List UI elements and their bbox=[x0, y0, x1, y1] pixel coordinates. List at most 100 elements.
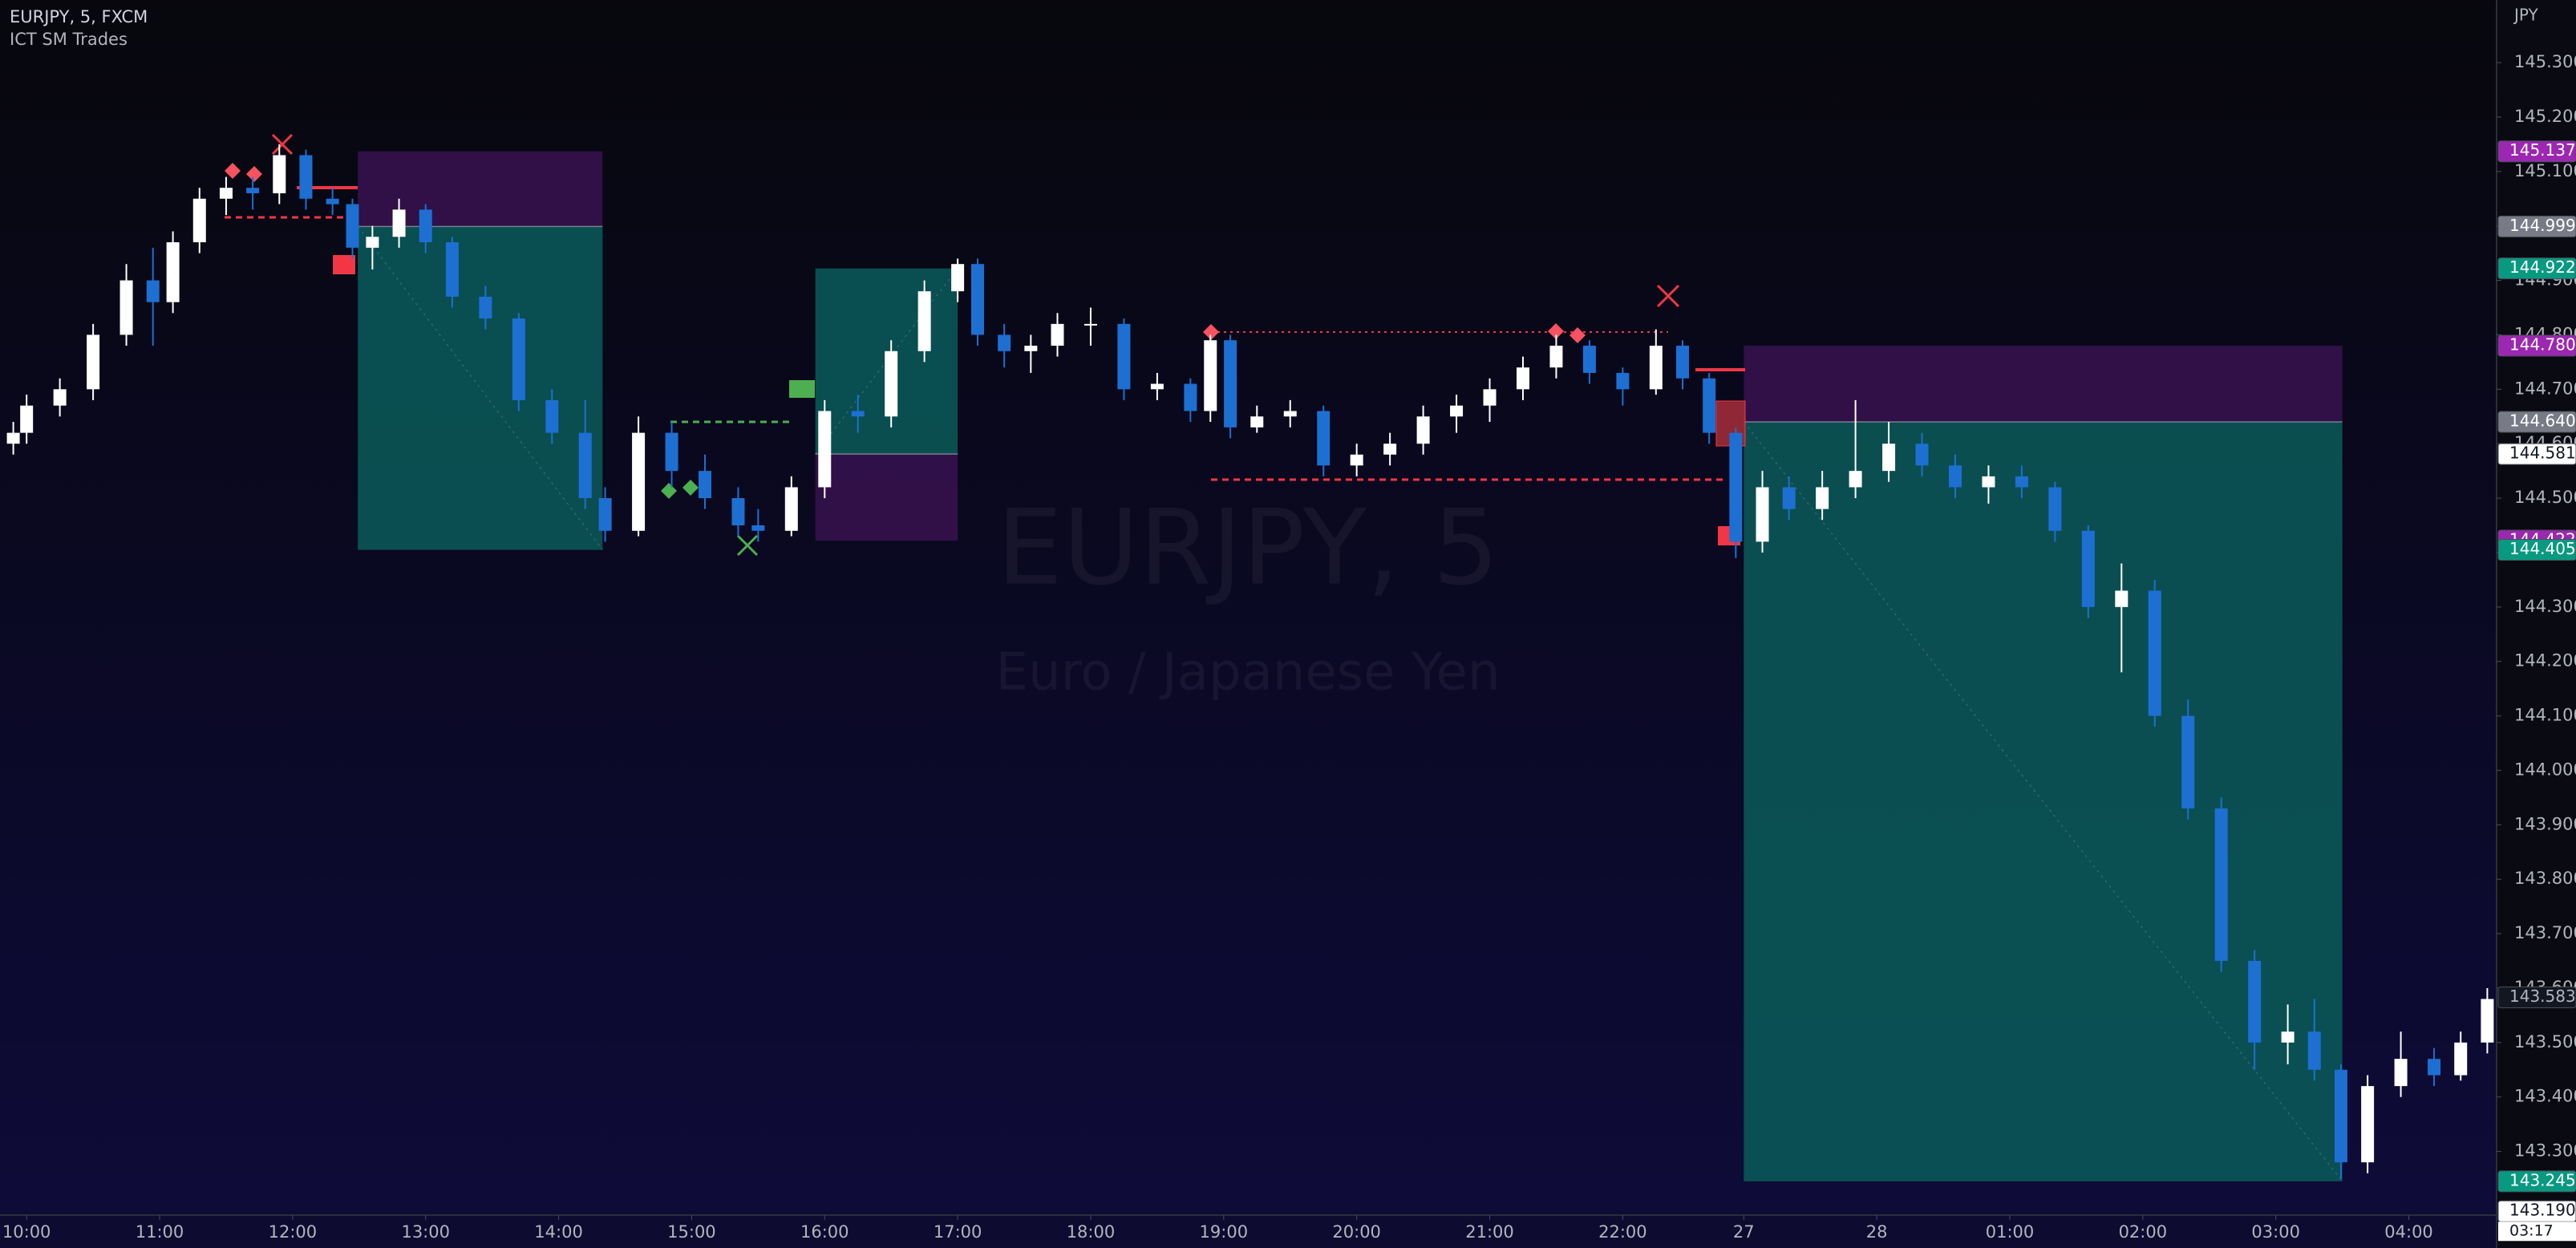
candle-body bbox=[6, 432, 20, 444]
candle-body bbox=[1083, 323, 1097, 326]
candle-body bbox=[1703, 378, 1716, 433]
candle-body bbox=[1915, 444, 1929, 466]
x-tick-label: 02:00 bbox=[2119, 1222, 2168, 1242]
y-tick-label: 143.400 bbox=[2514, 1087, 2576, 1106]
y-tick-label: 144.100 bbox=[2514, 706, 2576, 725]
y-tick-label: 145.200 bbox=[2514, 107, 2576, 126]
price-label-text: 144.581 bbox=[2509, 444, 2576, 463]
countdown: 03:17 bbox=[2509, 1222, 2554, 1240]
x-tick-label: 10:00 bbox=[2, 1222, 51, 1242]
candle-body bbox=[2248, 961, 2262, 1043]
price-label bbox=[2497, 411, 2576, 433]
candle-body bbox=[512, 318, 525, 400]
candle-body bbox=[20, 405, 34, 433]
x-tick-label: 04:00 bbox=[2384, 1222, 2433, 1242]
candle-body bbox=[1250, 416, 1264, 427]
candle-body bbox=[53, 389, 67, 406]
candle-body bbox=[2307, 1031, 2321, 1070]
y-tick-label: 145.100 bbox=[2514, 161, 2576, 180]
x-tick-label: 18:00 bbox=[1067, 1222, 1116, 1242]
x-tick-label: 22:00 bbox=[1598, 1222, 1647, 1242]
indicator-name: ICT SM Trades bbox=[10, 30, 128, 49]
candle-body bbox=[419, 209, 432, 243]
candle-body bbox=[2115, 590, 2128, 607]
x-tick-label: 12:00 bbox=[269, 1222, 318, 1242]
candle-body bbox=[699, 471, 712, 499]
candle-body bbox=[1150, 383, 1164, 390]
y-tick-label: 145.300 bbox=[2514, 52, 2576, 71]
y-tick-label: 144.000 bbox=[2514, 760, 2576, 779]
x-tick-label: 20:00 bbox=[1332, 1222, 1381, 1242]
price-label-text: 144.999 bbox=[2509, 216, 2576, 235]
candle-body bbox=[1982, 476, 1995, 488]
candle-body bbox=[246, 188, 260, 193]
candle-body bbox=[1729, 432, 1743, 542]
price-label bbox=[2497, 539, 2576, 561]
signal-flag bbox=[333, 255, 355, 274]
y-tick-label: 144.700 bbox=[2514, 379, 2576, 398]
y-tick-label: 143.700 bbox=[2514, 923, 2576, 942]
y-tick-label: 143.900 bbox=[2514, 814, 2576, 833]
candle-body bbox=[2454, 1042, 2468, 1076]
candle-body bbox=[479, 296, 492, 319]
countdown-box bbox=[2498, 1222, 2576, 1242]
price-label bbox=[2497, 334, 2576, 357]
candle-body bbox=[1816, 487, 1829, 509]
candle-body bbox=[366, 237, 379, 248]
chart-title: EURJPY, 5, FXCM bbox=[10, 7, 148, 26]
candle-body bbox=[1849, 471, 1862, 488]
stop-zone bbox=[815, 454, 958, 541]
candle-body bbox=[578, 432, 592, 499]
y-tick-label: 143.800 bbox=[2514, 869, 2576, 888]
candle-body bbox=[1024, 346, 1038, 351]
time-axis bbox=[0, 1215, 2497, 1248]
price-label-text: 144.780 bbox=[2509, 335, 2576, 355]
candle-body bbox=[1350, 454, 1363, 466]
candle-body bbox=[2481, 999, 2494, 1043]
candle-body bbox=[1204, 340, 1217, 411]
x-tick-label: 27 bbox=[1733, 1222, 1755, 1242]
x-tick-label: 17:00 bbox=[934, 1222, 982, 1242]
candle-body bbox=[1117, 323, 1131, 390]
price-label bbox=[2497, 140, 2576, 163]
currency: JPY bbox=[2513, 6, 2539, 25]
trade-path bbox=[1743, 421, 2343, 1182]
candle-body bbox=[1317, 411, 1331, 466]
price-label-text: 145.137 bbox=[2509, 140, 2576, 160]
x-tick-label: 16:00 bbox=[800, 1222, 849, 1242]
candle-body bbox=[2214, 808, 2228, 962]
target-zone bbox=[1744, 422, 2343, 1181]
candle-body bbox=[998, 334, 1011, 351]
target-zone bbox=[358, 226, 603, 550]
candle-body bbox=[1649, 346, 1663, 390]
candle-body bbox=[665, 432, 678, 472]
price-label bbox=[2497, 986, 2576, 1008]
candle-body bbox=[784, 487, 798, 531]
candle-body bbox=[1882, 444, 1896, 472]
price-label bbox=[2497, 1170, 2576, 1193]
candle-body bbox=[917, 291, 931, 351]
candle-body bbox=[818, 411, 832, 488]
y-tick-label: 144.300 bbox=[2514, 597, 2576, 616]
signal-flag bbox=[789, 380, 815, 398]
candle-body bbox=[1782, 487, 1796, 509]
x-tick-label: 11:00 bbox=[136, 1222, 184, 1242]
x-tick-label: 13:00 bbox=[401, 1222, 450, 1242]
candle-body bbox=[273, 155, 286, 193]
candle-body bbox=[1483, 389, 1497, 406]
price-label bbox=[2497, 443, 2576, 465]
candle-body bbox=[2334, 1069, 2347, 1163]
candle-body bbox=[2015, 476, 2028, 488]
axes: 143.300143.400143.500143.600143.700143.8… bbox=[2, 52, 2576, 1242]
price-label-text: 144.640 bbox=[2509, 411, 2576, 431]
x-tick-label: 03:00 bbox=[2251, 1222, 2300, 1242]
candle-body bbox=[970, 264, 984, 335]
candle-body bbox=[851, 411, 865, 417]
price-label bbox=[2497, 257, 2576, 280]
price-label bbox=[2497, 215, 2576, 237]
candle-body bbox=[445, 242, 459, 297]
watermark-subtitle: Euro / Japanese Yen bbox=[996, 643, 1501, 703]
x-tick-label: 19:00 bbox=[1200, 1222, 1249, 1242]
candle-body bbox=[885, 350, 898, 417]
